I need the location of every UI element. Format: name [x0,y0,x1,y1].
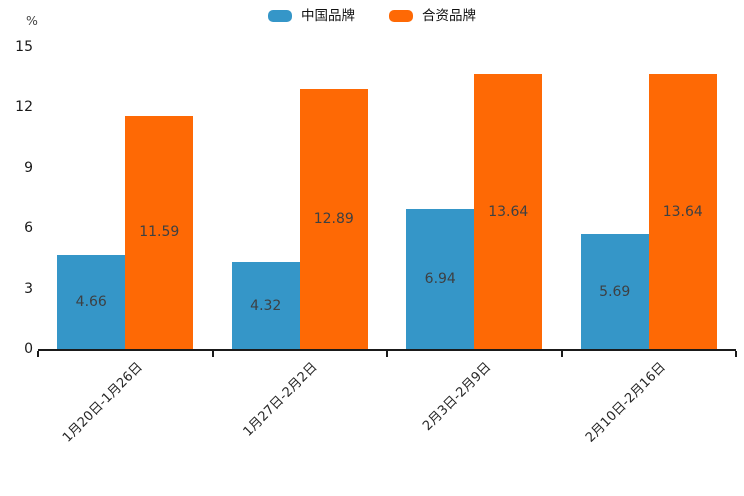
bar-value-label: 11.59 [139,224,180,241]
y-tick-label: 15 [15,39,33,55]
x-tick-mark [386,351,388,357]
x-tick-mark [37,351,39,357]
bar-value-label: 5.69 [599,283,631,300]
legend-swatch-icon [389,10,413,22]
bar: 6.94 [406,209,475,349]
x-tick-mark [211,351,214,357]
bar-group-2: 6.94 13.64 [387,47,562,349]
x-tick-label: 2月10日-2月16日 [583,359,670,446]
y-tick-label: 0 [24,341,33,357]
bar-value-label: 4.66 [75,294,107,311]
bar: 12.89 [299,89,368,349]
bar-group-1: 4.32 12.89 [213,47,388,349]
bar: 4.66 [57,255,126,349]
bar: 11.59 [125,115,194,349]
bar: 13.64 [648,74,717,349]
legend-item-0: 中国品牌 [268,8,355,24]
legend-label: 中国品牌 [301,8,355,24]
x-tick-label: 1月20日-1月26日 [59,359,146,446]
bar: 5.69 [580,234,649,349]
bar: 13.64 [474,74,543,349]
x-tick-label: 1月27日-2月2日 [240,359,321,440]
x-tick-mark [735,351,737,357]
bar-value-label: 12.89 [313,211,354,228]
bar-group-3: 5.69 13.64 [562,47,737,349]
y-tick-label: 12 [15,99,33,116]
legend: 中国品牌 合资品牌 [0,8,744,24]
y-tick-label: 9 [24,159,33,176]
bar: 4.32 [231,262,300,349]
y-tick-label: 6 [24,220,33,237]
plot-area: 4.66 11.59 4.32 12.89 6.94 13.64 5.69 13.64 [38,47,736,351]
y-tick-label: 3 [24,280,33,297]
bar-value-label: 6.94 [424,271,456,288]
legend-swatch-icon [268,10,292,22]
bar-value-label: 4.32 [250,297,282,314]
y-axis-unit-label: % [26,13,38,28]
bar-group-0: 4.66 11.59 [38,47,213,349]
x-tick-label: 2月3日-2月9日 [420,359,495,434]
legend-item-1: 合资品牌 [389,8,476,24]
legend-label: 合资品牌 [422,8,476,24]
bar-value-label: 13.64 [662,203,703,220]
bar-value-label: 13.64 [488,203,529,220]
x-tick-mark [560,351,563,357]
